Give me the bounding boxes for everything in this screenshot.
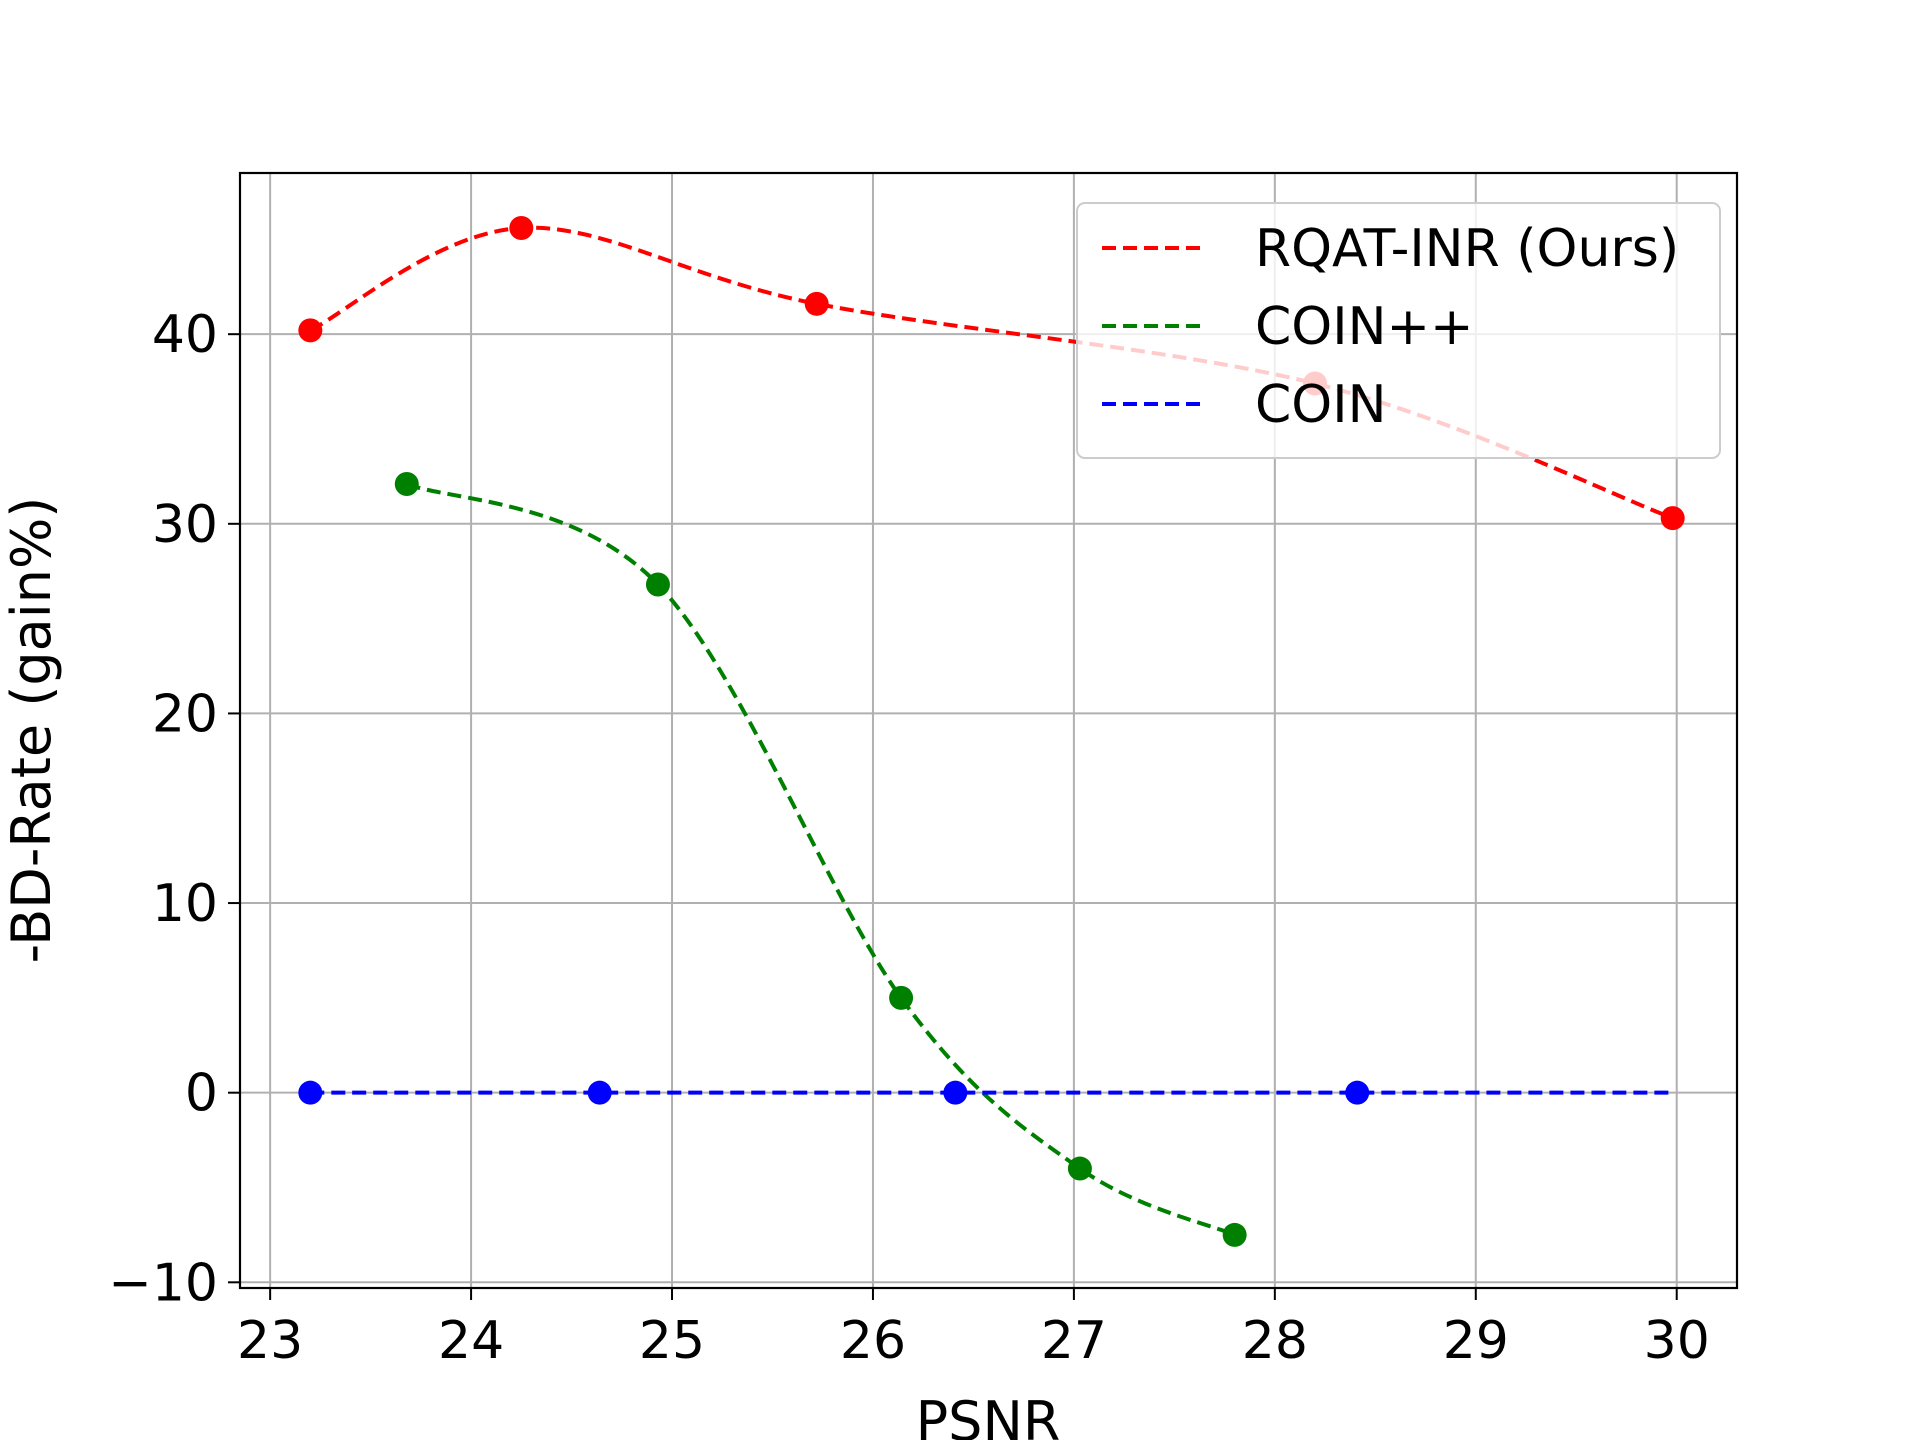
data-point — [889, 985, 914, 1010]
legend-item: COIN — [1102, 375, 1386, 435]
series-coin — [298, 1080, 1673, 1105]
data-point — [1660, 506, 1685, 531]
data-point — [509, 215, 534, 240]
legend-item: COIN++ — [1102, 297, 1474, 357]
data-point — [645, 572, 670, 597]
y-tick-label: 20 — [152, 684, 218, 744]
legend-label: COIN++ — [1255, 297, 1474, 357]
x-tick-label: 26 — [840, 1311, 906, 1371]
x-tick-label: 23 — [237, 1311, 303, 1371]
data-point — [1067, 1156, 1092, 1181]
data-point — [298, 1080, 323, 1105]
x-tick-label: 25 — [639, 1311, 705, 1371]
data-point — [587, 1080, 612, 1105]
legend-box — [1076, 202, 1721, 459]
x-tick-label: 27 — [1041, 1311, 1107, 1371]
data-point — [1222, 1222, 1247, 1247]
y-tick-label: −10 — [108, 1253, 218, 1313]
y-tick-label: 30 — [152, 495, 218, 555]
x-tick-label: 28 — [1242, 1311, 1308, 1371]
x-tick-label: 24 — [438, 1311, 504, 1371]
y-tick-label: 10 — [152, 874, 218, 934]
series-coin — [394, 471, 1247, 1247]
x-tick-label: 30 — [1644, 1311, 1710, 1371]
axis-ticks: 23 24 25 26 27 28 29 30 −10 0 10 20 30 40 — [108, 305, 1710, 1371]
data-point — [394, 471, 419, 496]
data-point — [804, 291, 829, 316]
data-point — [1345, 1080, 1370, 1105]
data-point — [298, 318, 323, 343]
legend-label: COIN — [1255, 375, 1386, 435]
y-tick-label: 40 — [152, 305, 218, 365]
y-axis-label: -BD-Rate (gain%) — [0, 497, 63, 964]
legend-label: RQAT-INR (Ours) — [1255, 219, 1679, 279]
legend: RQAT-INR (Ours) COIN++ COIN — [1076, 202, 1721, 459]
plot-frame — [238, 171, 1739, 1290]
y-tick-label: 0 — [185, 1064, 218, 1124]
x-axis-label: PSNR — [916, 1390, 1061, 1440]
data-point — [943, 1080, 968, 1105]
legend-item: RQAT-INR (Ours) — [1102, 219, 1679, 279]
x-tick-label: 29 — [1443, 1311, 1509, 1371]
series-line — [406, 482, 1236, 1237]
